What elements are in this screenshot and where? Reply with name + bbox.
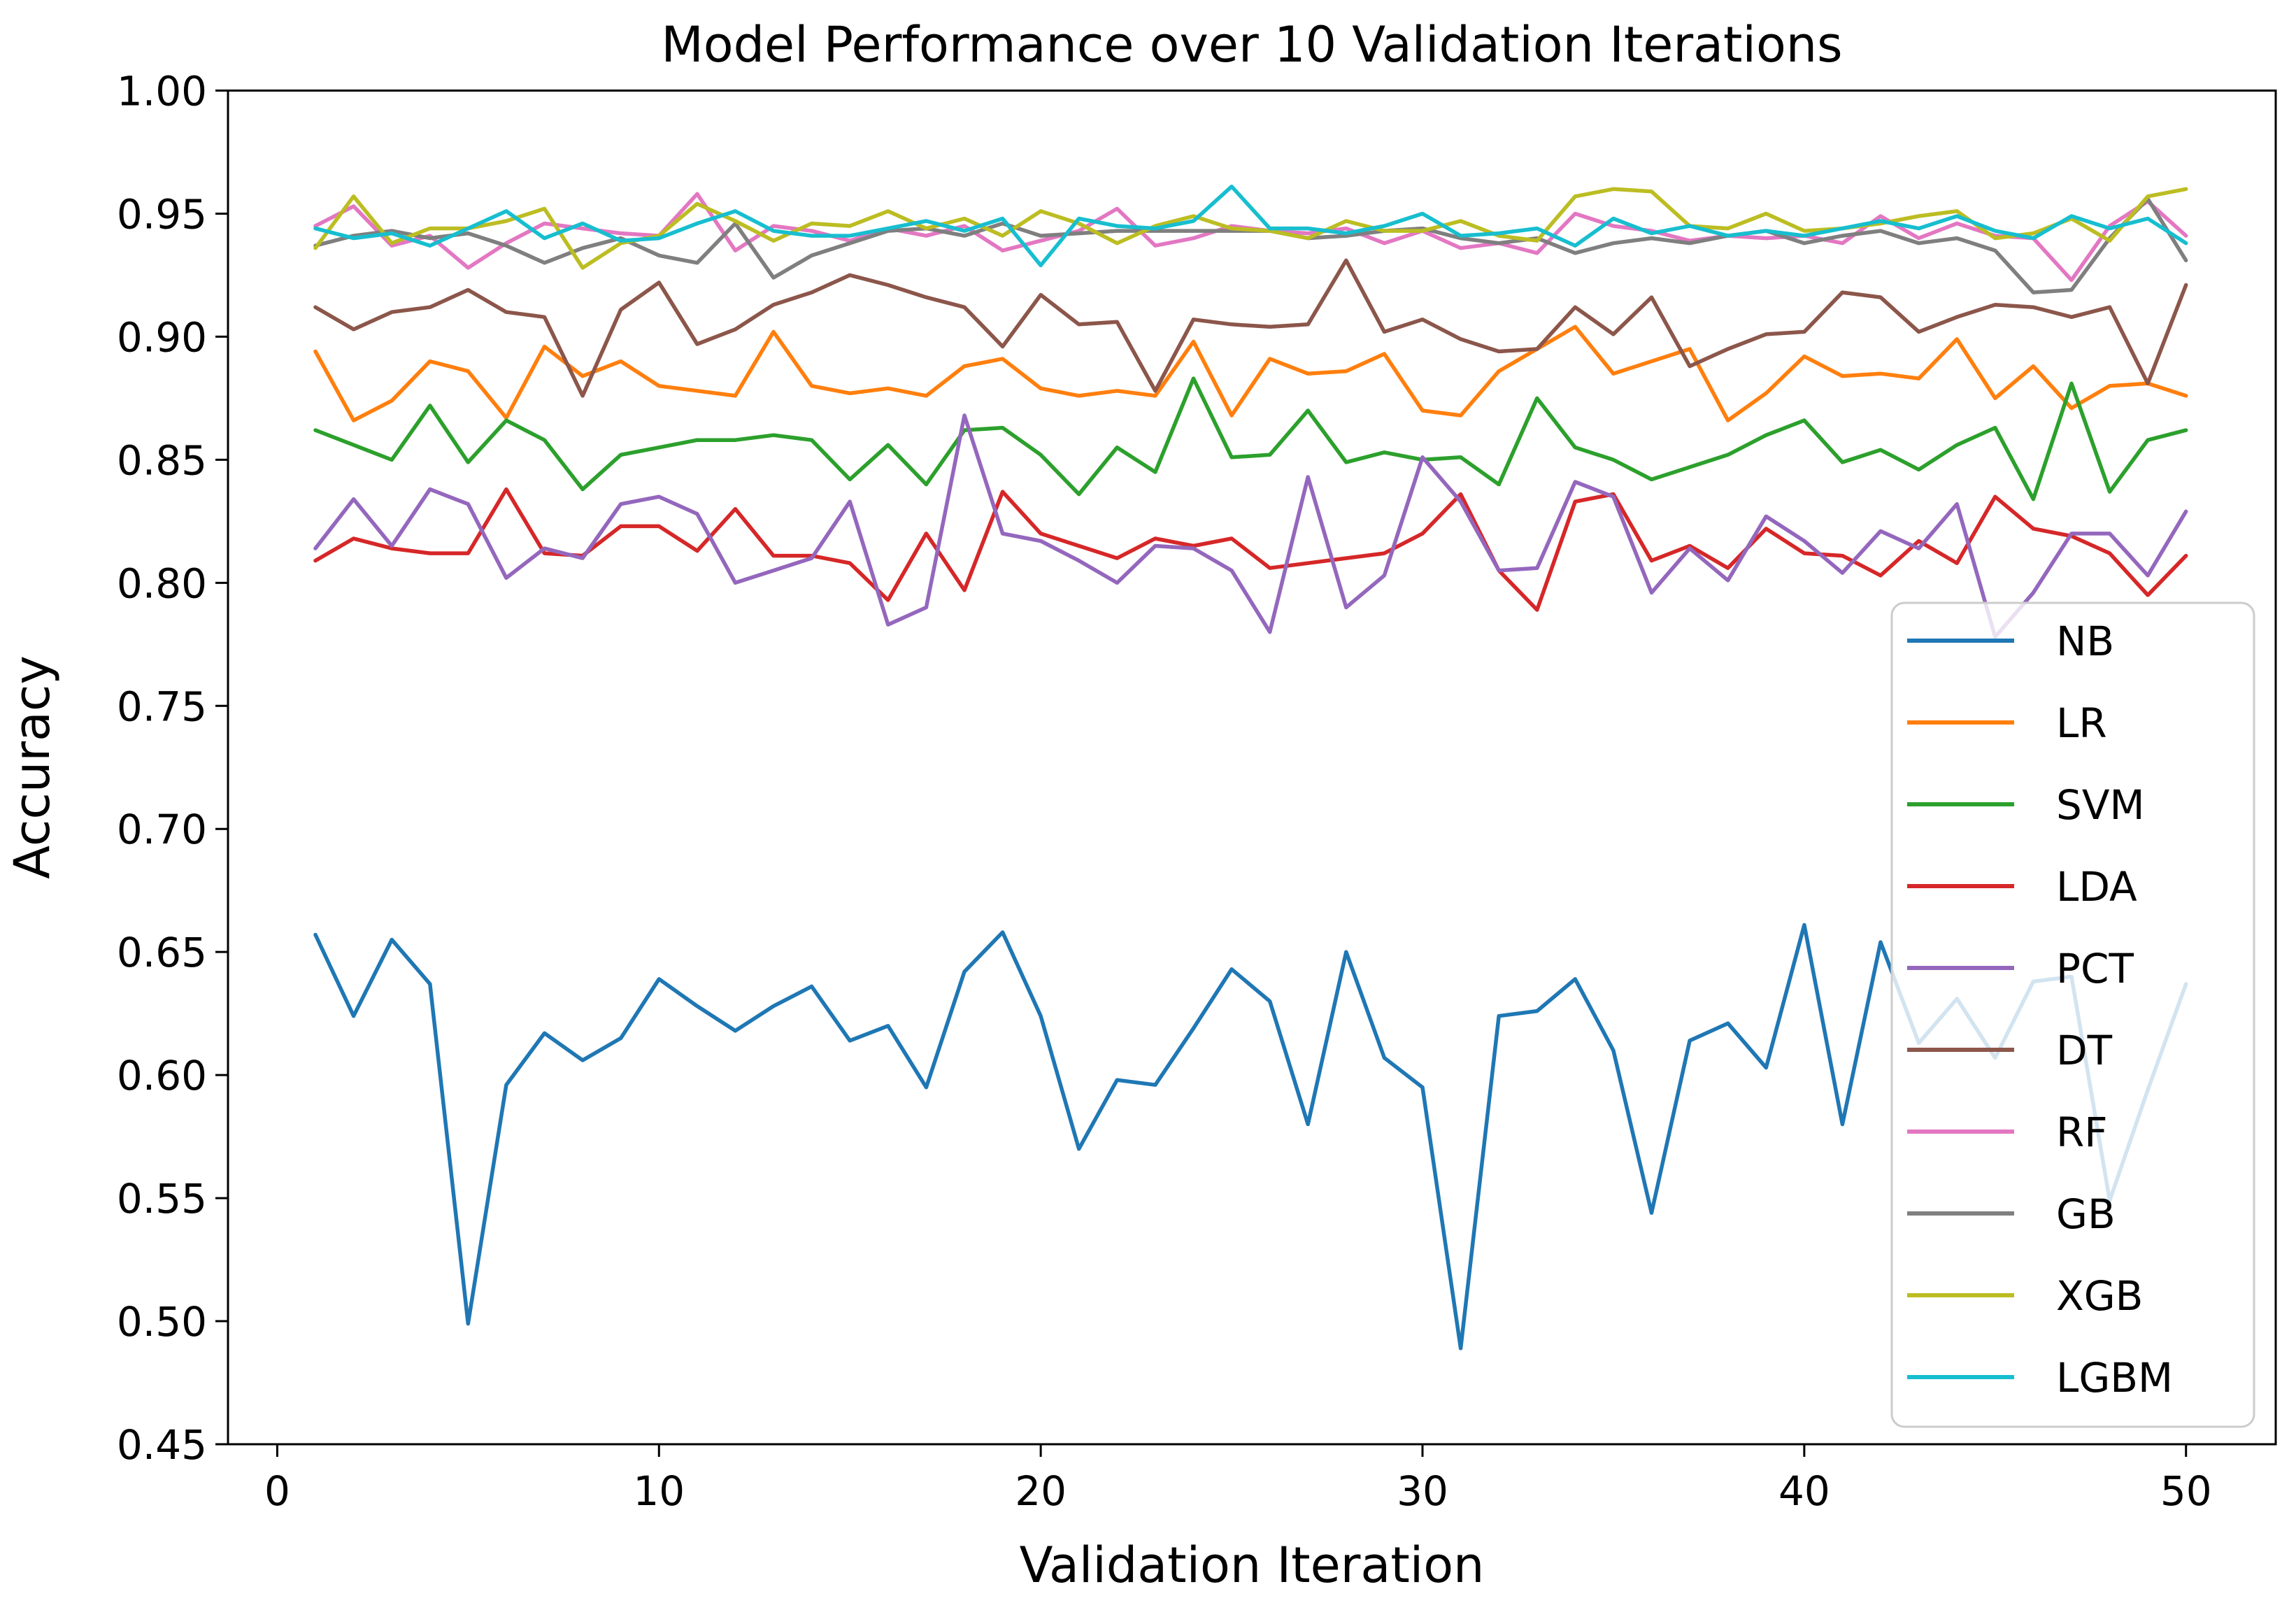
y-tick-label: 0.75: [117, 683, 207, 730]
x-tick-label: 50: [2160, 1467, 2212, 1515]
series-layer: [313, 184, 2188, 1351]
x-axis-label: Validation Iteration: [1020, 1537, 1485, 1594]
x-tick-label: 40: [1778, 1467, 1830, 1515]
y-tick-label: 0.95: [117, 190, 207, 238]
legend-label-LR: LR: [2056, 699, 2107, 747]
legend-label-SVM: SVM: [2056, 781, 2145, 829]
y-tick-label: 0.90: [117, 313, 207, 361]
y-tick-label: 0.60: [117, 1052, 207, 1099]
legend-label-LGBM: LGBM: [2056, 1354, 2173, 1402]
legend-label-GB: GB: [2056, 1190, 2116, 1238]
y-tick-label: 0.55: [117, 1175, 207, 1223]
x-tick-label: 0: [264, 1467, 290, 1515]
x-tick-label: 30: [1397, 1467, 1448, 1515]
legend-label-NB: NB: [2056, 618, 2114, 665]
series-line-LR: [313, 325, 2188, 422]
legend-label-DT: DT: [2056, 1027, 2113, 1074]
series-line-GB: [313, 197, 2188, 294]
y-tick-label: 0.80: [117, 560, 207, 607]
series-line-DT: [313, 258, 2188, 398]
legend-layer: NB LR SVM LDA PCT DT RF GB XGB LGBM: [1890, 601, 2255, 1428]
legend-label-PCT: PCT: [2056, 945, 2134, 992]
y-tick-label: 0.70: [117, 806, 207, 853]
y-tick-label: 1.00: [117, 68, 207, 115]
legend-label-RF: RF: [2056, 1109, 2108, 1156]
legend-box: [1890, 601, 2255, 1428]
y-tick-label: 0.50: [117, 1298, 207, 1346]
legend-label-LDA: LDA: [2056, 863, 2137, 911]
series-line-SVM: [313, 376, 2188, 501]
series-line-NB: [313, 922, 2188, 1351]
chart-title: Model Performance over 10 Validation Ite…: [661, 16, 1842, 73]
series-line-LDA: [313, 487, 2188, 612]
y-tick-label: 0.65: [117, 929, 207, 976]
legend-label-XGB: XGB: [2056, 1272, 2143, 1320]
plot-spines: [227, 90, 2277, 1446]
axes-layer: 0 10 20 30 40 50 0.45 0.50 0.55 0.60 0.65 0.70 0.75 0…: [117, 68, 2277, 1515]
series-line-PCT: [313, 413, 2188, 639]
x-tick-label: 20: [1015, 1467, 1067, 1515]
series-line-LGBM: [313, 184, 2188, 268]
y-tick-label: 0.45: [117, 1421, 207, 1469]
y-tick-label: 0.85: [117, 436, 207, 484]
y-axis-label: Accuracy: [3, 655, 61, 879]
x-tick-label: 10: [633, 1467, 685, 1515]
